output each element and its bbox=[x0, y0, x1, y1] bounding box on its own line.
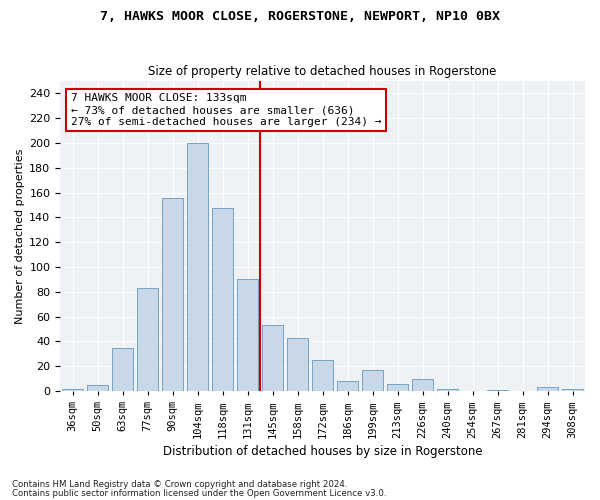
Bar bbox=[87, 385, 108, 391]
Bar bbox=[562, 388, 583, 391]
Title: Size of property relative to detached houses in Rogerstone: Size of property relative to detached ho… bbox=[148, 66, 497, 78]
Bar bbox=[287, 338, 308, 391]
Text: Contains HM Land Registry data © Crown copyright and database right 2024.: Contains HM Land Registry data © Crown c… bbox=[12, 480, 347, 489]
Bar bbox=[112, 348, 133, 391]
Bar bbox=[337, 381, 358, 391]
Text: 7 HAWKS MOOR CLOSE: 133sqm
← 73% of detached houses are smaller (636)
27% of sem: 7 HAWKS MOOR CLOSE: 133sqm ← 73% of deta… bbox=[71, 94, 381, 126]
Text: Contains public sector information licensed under the Open Government Licence v3: Contains public sector information licen… bbox=[12, 488, 386, 498]
Bar bbox=[187, 143, 208, 391]
Bar bbox=[387, 384, 408, 391]
Bar bbox=[237, 280, 258, 391]
Bar bbox=[412, 378, 433, 391]
Bar bbox=[62, 388, 83, 391]
Bar bbox=[162, 198, 183, 391]
Bar bbox=[137, 288, 158, 391]
Bar bbox=[437, 388, 458, 391]
X-axis label: Distribution of detached houses by size in Rogerstone: Distribution of detached houses by size … bbox=[163, 444, 482, 458]
Y-axis label: Number of detached properties: Number of detached properties bbox=[15, 148, 25, 324]
Bar bbox=[312, 360, 333, 391]
Bar bbox=[537, 388, 558, 391]
Bar bbox=[262, 326, 283, 391]
Bar bbox=[362, 370, 383, 391]
Bar bbox=[212, 208, 233, 391]
Bar bbox=[487, 390, 508, 391]
Text: 7, HAWKS MOOR CLOSE, ROGERSTONE, NEWPORT, NP10 0BX: 7, HAWKS MOOR CLOSE, ROGERSTONE, NEWPORT… bbox=[100, 10, 500, 23]
